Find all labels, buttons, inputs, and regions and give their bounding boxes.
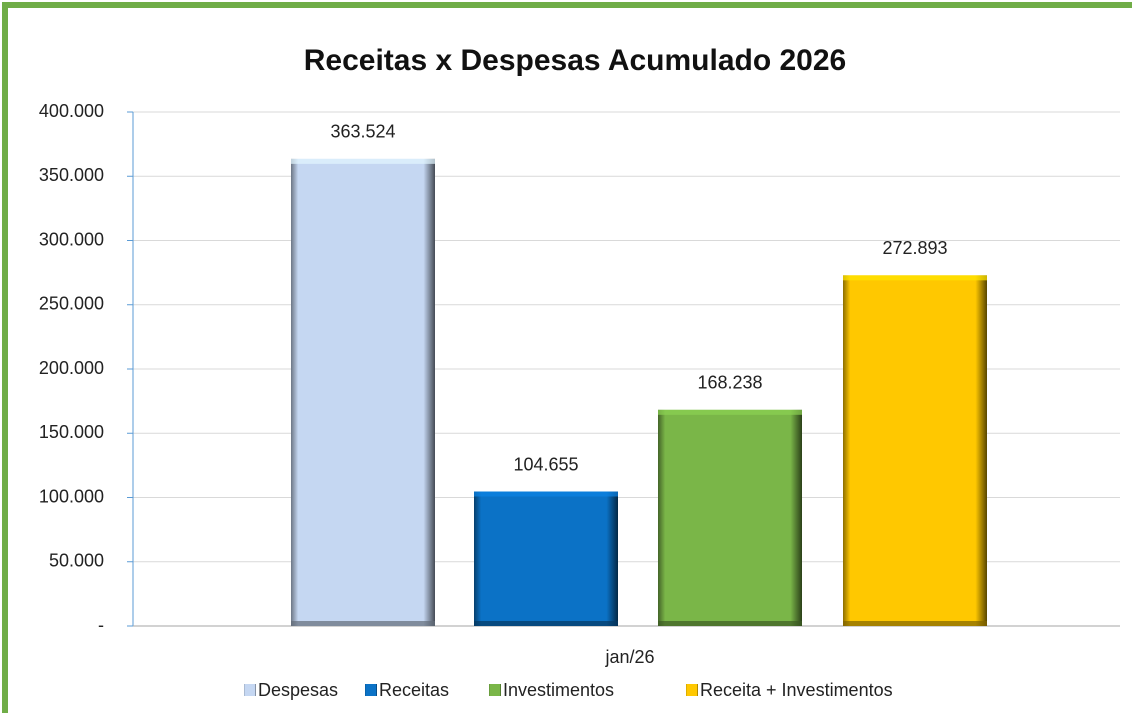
bar bbox=[474, 491, 618, 626]
bar-bottom-bevel bbox=[474, 621, 618, 626]
bar-top-bevel bbox=[291, 158, 435, 164]
chart-title: Receitas x Despesas Acumulado 2026 bbox=[304, 44, 847, 77]
legend-swatch bbox=[365, 684, 377, 696]
data-label: 363.524 bbox=[330, 122, 395, 142]
legend-swatch bbox=[686, 684, 698, 696]
legend-label: Receita + Investimentos bbox=[700, 680, 893, 700]
x-tick-label: jan/26 bbox=[604, 647, 654, 667]
bar bbox=[843, 275, 987, 626]
y-tick-label: 350.000 bbox=[39, 165, 104, 185]
y-tick-label: 250.000 bbox=[39, 294, 104, 314]
bar bbox=[658, 409, 802, 626]
bar bbox=[291, 158, 435, 627]
y-tick-label: 400.000 bbox=[39, 101, 104, 121]
legend-swatch bbox=[244, 684, 256, 696]
y-tick-label: 200.000 bbox=[39, 358, 104, 378]
bar-top-bevel bbox=[474, 491, 618, 497]
legend-swatch bbox=[489, 684, 501, 696]
y-tick-label: 100.000 bbox=[39, 486, 104, 506]
data-label: 168.238 bbox=[697, 373, 762, 393]
bar-top-bevel bbox=[658, 409, 802, 415]
legend-label: Despesas bbox=[258, 680, 338, 700]
legend-label: Investimentos bbox=[503, 680, 614, 700]
bar-bottom-bevel bbox=[658, 621, 802, 626]
legend-label: Receitas bbox=[379, 680, 449, 700]
y-tick-label: 50.000 bbox=[49, 551, 104, 571]
bar-top-bevel bbox=[843, 275, 987, 281]
bar-bottom-bevel bbox=[843, 621, 987, 626]
data-label: 104.655 bbox=[513, 454, 578, 474]
y-tick-label: - bbox=[98, 615, 104, 635]
y-tick-label: 300.000 bbox=[39, 229, 104, 249]
y-tick-label: 150.000 bbox=[39, 422, 104, 442]
bar-bottom-bevel bbox=[291, 621, 435, 626]
data-label: 272.893 bbox=[882, 238, 947, 258]
